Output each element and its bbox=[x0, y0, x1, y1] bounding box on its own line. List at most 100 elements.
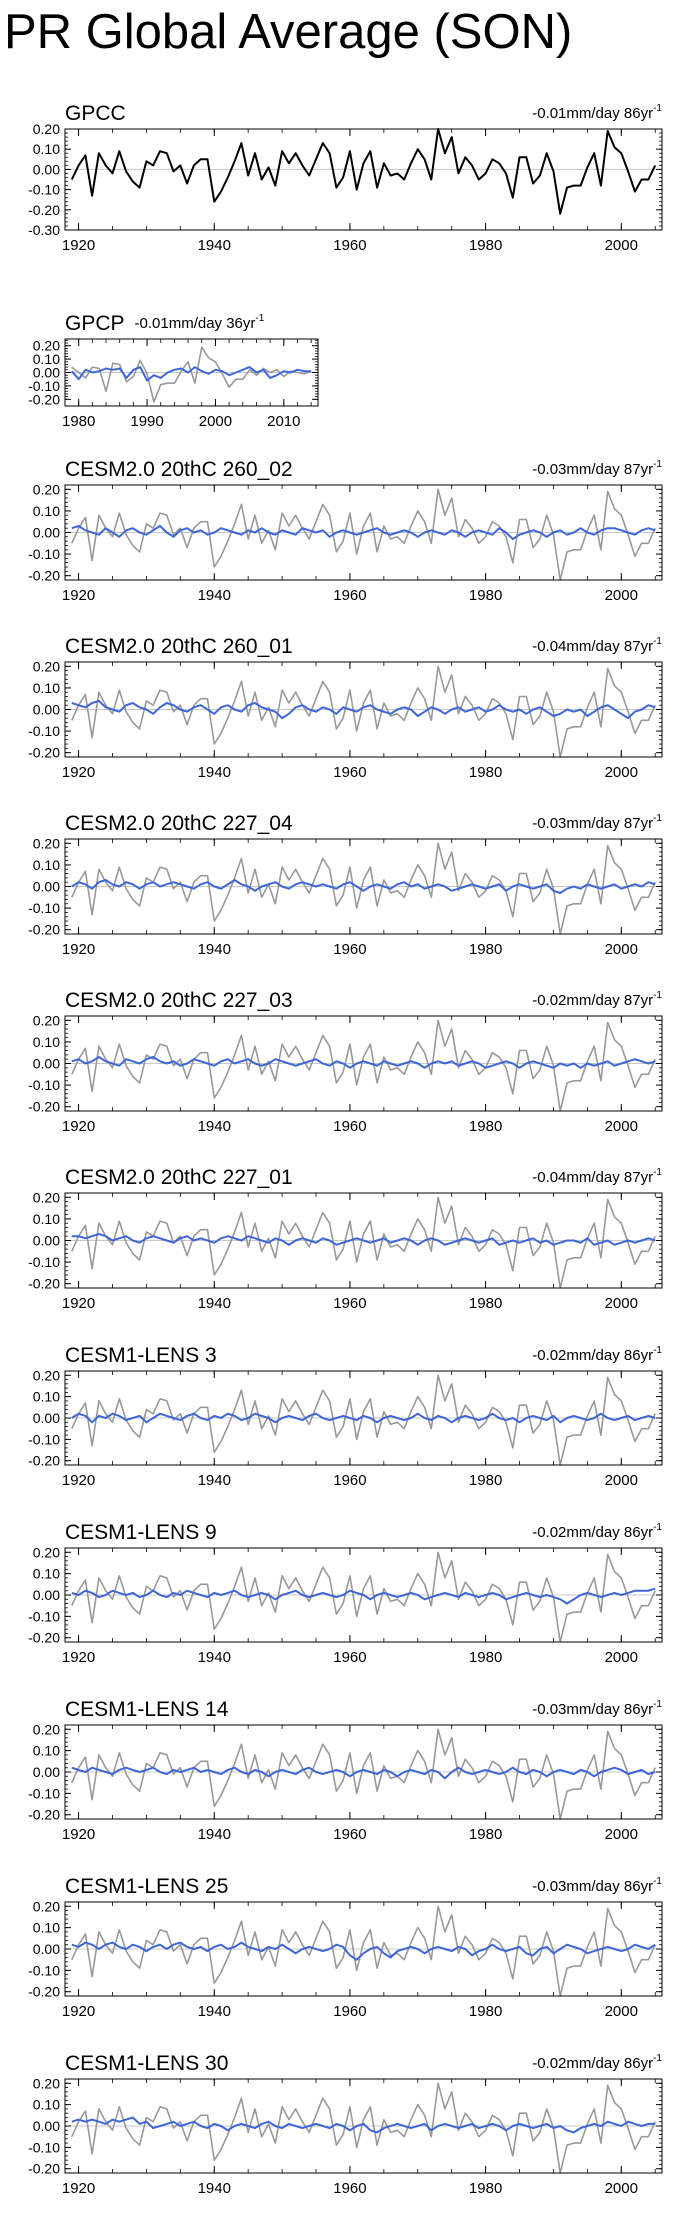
panel-title: CESM2.0 20thC 227_03 bbox=[65, 989, 293, 1012]
y-tick-label: 0.20 bbox=[33, 1189, 60, 1205]
series-line-model bbox=[71, 366, 312, 382]
x-tick-label: 1990 bbox=[130, 413, 163, 430]
series-line-model bbox=[71, 879, 656, 894]
plot-frame bbox=[64, 128, 663, 231]
x-tick-label: 1960 bbox=[333, 1295, 366, 1312]
y-tick-label: -0.10 bbox=[28, 1608, 60, 1624]
series-line-reference bbox=[71, 842, 656, 935]
x-tick-label: 1940 bbox=[198, 1826, 231, 1843]
y-tick-label: -0.10 bbox=[28, 1962, 60, 1978]
x-tick-label: 2000 bbox=[605, 237, 638, 254]
x-tick-label: 1920 bbox=[62, 2003, 95, 2020]
x-tick-label: 1960 bbox=[333, 1649, 366, 1666]
y-tick-label: -0.10 bbox=[28, 2139, 60, 2155]
y-tick-label: -0.20 bbox=[28, 202, 60, 218]
x-tick-label: 1920 bbox=[62, 587, 95, 604]
trend-exponent: -1 bbox=[653, 459, 662, 470]
y-tick-label: -0.20 bbox=[28, 1276, 60, 1292]
series-line-reference bbox=[71, 1905, 656, 1997]
x-tick-label: 1980 bbox=[469, 941, 502, 958]
x-tick-label: 2000 bbox=[605, 1472, 638, 1489]
trend-value: -0.03mm/day 86yr bbox=[532, 1878, 653, 1895]
series-line-model bbox=[71, 525, 656, 540]
x-tick-label: 1920 bbox=[62, 941, 95, 958]
x-tick-label: 1960 bbox=[333, 1472, 366, 1489]
x-tick-label: 1920 bbox=[62, 764, 95, 781]
trend-annotation: -0.03mm/day 86yr-1 bbox=[532, 1876, 662, 1895]
panel-title: GPCP bbox=[65, 312, 125, 335]
trend-annotation: -0.02mm/day 86yr-1 bbox=[532, 1522, 662, 1541]
trend-exponent: -1 bbox=[653, 1699, 662, 1710]
y-tick-label: -0.20 bbox=[28, 1807, 60, 1823]
trend-exponent: -1 bbox=[653, 2053, 662, 2064]
x-tick-label: 2000 bbox=[605, 941, 638, 958]
y-tick-label: -0.10 bbox=[28, 1785, 60, 1801]
y-tick-label: 0.20 bbox=[33, 1367, 60, 1383]
y-tick-label: 0.10 bbox=[33, 857, 60, 873]
y-tick-label: 0.00 bbox=[33, 702, 60, 718]
x-tick-label: 1980 bbox=[469, 1472, 502, 1489]
x-tick-label: 2000 bbox=[605, 2180, 638, 2197]
y-tick-label: 0.20 bbox=[33, 1721, 60, 1737]
trend-value: -0.01mm/day 36yr bbox=[135, 315, 256, 332]
y-tick-label: 0.10 bbox=[33, 1389, 60, 1405]
panel-title: CESM1-LENS 3 bbox=[65, 1344, 217, 1367]
y-tick-label: -0.20 bbox=[28, 2161, 60, 2177]
y-tick-label: 0.10 bbox=[33, 1211, 60, 1227]
y-tick-label: 0.20 bbox=[33, 121, 60, 137]
x-tick-label: 1980 bbox=[469, 2180, 502, 2197]
x-tick-label: 2010 bbox=[267, 413, 300, 430]
y-tick-label: -0.20 bbox=[28, 922, 60, 938]
trend-value: -0.04mm/day 87yr bbox=[532, 1169, 653, 1186]
y-tick-label: 0.10 bbox=[33, 141, 60, 157]
y-tick-label: 0.00 bbox=[33, 1410, 60, 1426]
trend-annotation: -0.02mm/day 86yr-1 bbox=[532, 1345, 662, 1364]
trend-exponent: -1 bbox=[653, 1522, 662, 1533]
x-tick-label: 1980 bbox=[469, 587, 502, 604]
y-tick-label: -0.20 bbox=[28, 745, 60, 761]
y-tick-label: 0.10 bbox=[33, 680, 60, 696]
panel-title: CESM1-LENS 9 bbox=[65, 1521, 217, 1544]
trend-annotation: -0.04mm/day 87yr-1 bbox=[532, 1167, 662, 1186]
series-line-observed bbox=[70, 128, 657, 215]
trend-annotation: -0.03mm/day 87yr-1 bbox=[532, 813, 662, 832]
panel-title: CESM2.0 20thC 260_02 bbox=[65, 458, 293, 481]
series-line-model bbox=[71, 1412, 656, 1424]
trend-value: -0.01mm/day 86yr bbox=[532, 105, 653, 122]
y-tick-label: 0.20 bbox=[33, 1012, 60, 1028]
y-tick-label: 0.20 bbox=[33, 1898, 60, 1914]
x-tick-label: 1980 bbox=[469, 1649, 502, 1666]
trend-exponent: -1 bbox=[653, 813, 662, 824]
x-tick-label: 1940 bbox=[198, 941, 231, 958]
series-line-model bbox=[71, 2116, 656, 2134]
y-tick-label: 0.00 bbox=[33, 525, 60, 541]
series-line-reference bbox=[71, 1374, 656, 1466]
trend-value: -0.02mm/day 86yr bbox=[532, 1524, 653, 1541]
y-tick-label: -0.10 bbox=[28, 900, 60, 916]
x-tick-label: 1940 bbox=[198, 764, 231, 781]
trend-annotation: -0.03mm/day 87yr-1 bbox=[532, 459, 662, 478]
y-tick-label: 0.00 bbox=[33, 1587, 60, 1603]
trend-exponent: -1 bbox=[653, 1876, 662, 1887]
x-tick-label: 2000 bbox=[605, 764, 638, 781]
trend-exponent: -1 bbox=[653, 636, 662, 647]
y-tick-label: 0.20 bbox=[33, 835, 60, 851]
trend-value: -0.03mm/day 87yr bbox=[532, 815, 653, 832]
series-line-model bbox=[71, 1587, 656, 1605]
y-tick-label: -0.10 bbox=[28, 1077, 60, 1093]
series-line-reference bbox=[71, 1196, 656, 1289]
trend-exponent: -1 bbox=[255, 313, 264, 324]
y-tick-label: -0.10 bbox=[28, 1254, 60, 1270]
series-line-reference bbox=[71, 2082, 656, 2174]
y-tick-label: -0.20 bbox=[28, 1453, 60, 1469]
trend-value: -0.02mm/day 87yr bbox=[532, 992, 653, 1009]
y-tick-label: 0.10 bbox=[33, 351, 60, 367]
y-tick-label: 0.20 bbox=[33, 658, 60, 674]
